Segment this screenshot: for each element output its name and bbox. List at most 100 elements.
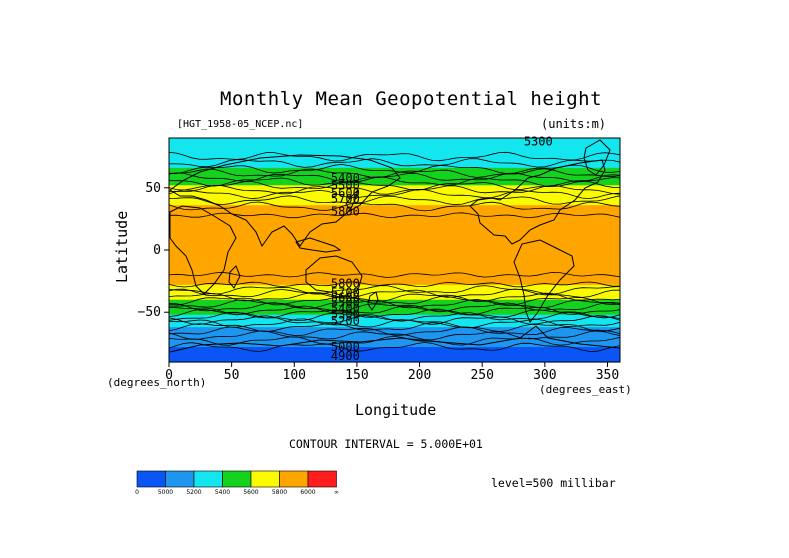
field-band bbox=[169, 210, 620, 214]
x-tick-label: 50 bbox=[224, 368, 240, 383]
coast-greenland bbox=[583, 139, 611, 176]
contour-line bbox=[168, 195, 621, 206]
contour-line bbox=[168, 185, 621, 195]
x-tick-label: 100 bbox=[283, 368, 306, 383]
field-band bbox=[169, 237, 620, 241]
coast-africa bbox=[169, 205, 237, 295]
colorbar-label: 5800 bbox=[272, 489, 287, 496]
field-band bbox=[169, 205, 620, 209]
coast-south-america bbox=[513, 239, 575, 323]
y-tick-label: 0 bbox=[153, 243, 161, 258]
colorbar-label: 5200 bbox=[186, 489, 201, 496]
contour-label: 5000 bbox=[331, 340, 360, 354]
field-band bbox=[169, 327, 620, 331]
field-band bbox=[169, 150, 620, 154]
contour-line bbox=[168, 189, 621, 200]
contour-label: 5800 bbox=[331, 204, 360, 218]
field-band bbox=[169, 140, 620, 144]
contour-line bbox=[168, 201, 621, 212]
field-band bbox=[169, 212, 620, 216]
field-band bbox=[169, 257, 620, 261]
contour-label: 5300 bbox=[331, 308, 360, 322]
field-band bbox=[169, 289, 620, 293]
field-band bbox=[169, 235, 620, 239]
field-band bbox=[169, 299, 620, 303]
field-band bbox=[169, 157, 620, 161]
level-label: level=500 millibar bbox=[491, 476, 616, 490]
contour-label: 5500 bbox=[331, 295, 360, 309]
contour-line bbox=[168, 335, 621, 346]
field-band bbox=[169, 292, 620, 296]
field-band bbox=[169, 267, 620, 271]
field-band bbox=[169, 175, 620, 179]
field-band bbox=[169, 349, 620, 353]
contour-label: 5700 bbox=[331, 192, 360, 206]
dataset-label: [HGT_1958-05_NCEP.nc] bbox=[177, 119, 304, 130]
field-band bbox=[169, 190, 620, 194]
contour-line bbox=[168, 168, 621, 179]
colorbar-swatch bbox=[193, 470, 223, 488]
field-band bbox=[169, 304, 620, 308]
field-band bbox=[169, 344, 620, 348]
field-band bbox=[169, 317, 620, 321]
field-band bbox=[169, 254, 620, 259]
contour-label: 5600 bbox=[331, 186, 360, 200]
field-band bbox=[169, 357, 620, 361]
contour-label: 5300 bbox=[524, 135, 553, 149]
contour-line bbox=[168, 271, 621, 278]
field-band bbox=[169, 222, 620, 226]
field-band bbox=[169, 165, 620, 169]
y-tick-label: 50 bbox=[145, 181, 161, 196]
field-band bbox=[169, 264, 620, 269]
contour-label: 5500 bbox=[331, 178, 360, 192]
field-band bbox=[169, 274, 620, 278]
field-band bbox=[169, 342, 620, 346]
field-band bbox=[169, 242, 620, 246]
field-band bbox=[169, 307, 620, 311]
coast-japan bbox=[345, 189, 359, 211]
contour-line bbox=[168, 315, 621, 325]
field-band bbox=[169, 359, 620, 363]
field-band bbox=[169, 352, 620, 356]
contour-line bbox=[168, 330, 621, 341]
colorbar-swatch bbox=[222, 470, 252, 488]
field-band bbox=[169, 250, 620, 254]
field-band bbox=[169, 277, 620, 281]
colorbar-swatch bbox=[307, 470, 337, 488]
field-band bbox=[169, 262, 620, 266]
field-band bbox=[169, 312, 620, 316]
contour-line bbox=[168, 342, 621, 352]
colorbar-swatch bbox=[136, 470, 166, 488]
coast-australia bbox=[305, 255, 363, 297]
x-tick-label: 200 bbox=[408, 368, 431, 383]
field-band bbox=[169, 259, 620, 264]
colorbar-label: 0 bbox=[135, 489, 139, 496]
contour-label: 5800 bbox=[331, 277, 360, 291]
x-tick-label: 350 bbox=[596, 368, 619, 383]
contour-label: 5400 bbox=[331, 301, 360, 315]
field-band bbox=[169, 322, 620, 326]
units-label: (units:m) bbox=[541, 117, 607, 131]
field-band bbox=[169, 284, 620, 288]
contour-lines bbox=[168, 151, 621, 352]
coast-eurasia bbox=[169, 154, 401, 248]
x-tick-label: 150 bbox=[345, 368, 368, 383]
field-band bbox=[169, 329, 620, 333]
x-tick-label: 0 bbox=[165, 368, 173, 383]
chart-title: Monthly Mean Geopotential height bbox=[220, 88, 603, 110]
contour-line bbox=[168, 292, 621, 303]
field-band bbox=[169, 192, 620, 196]
contour-label: 5600 bbox=[331, 290, 360, 304]
contour-interval-label: CONTOUR INTERVAL = 5.000E+01 bbox=[289, 437, 483, 451]
colorbar-label: 5000 bbox=[158, 489, 173, 496]
contour-line bbox=[168, 295, 621, 306]
field-band bbox=[169, 297, 620, 301]
coastlines bbox=[169, 139, 621, 353]
x-axis-unit: (degrees_east) bbox=[539, 383, 632, 396]
field-band bbox=[169, 220, 620, 224]
field-band bbox=[169, 324, 620, 328]
coast-north-america bbox=[469, 159, 606, 245]
contour-line bbox=[168, 326, 621, 337]
field-band bbox=[169, 215, 620, 219]
contour-label: 5400 bbox=[331, 171, 360, 185]
